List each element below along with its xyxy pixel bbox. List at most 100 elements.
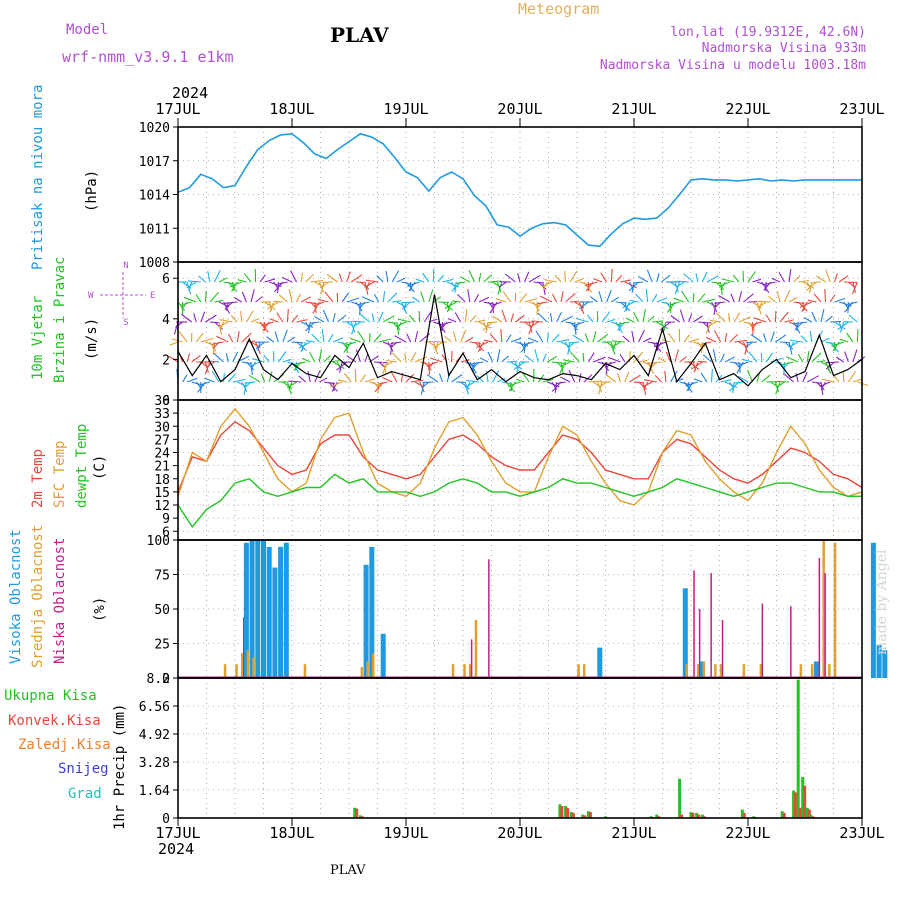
wind-barb bbox=[673, 297, 685, 303]
wind-barb bbox=[474, 319, 486, 323]
wind-barb bbox=[811, 311, 817, 323]
wind-barb bbox=[216, 335, 229, 343]
wind-barb bbox=[761, 281, 770, 294]
wind-barb bbox=[782, 361, 794, 366]
wind-barb bbox=[542, 353, 547, 363]
wind-barb bbox=[516, 361, 521, 373]
wind-barb bbox=[713, 301, 717, 315]
wind-barb bbox=[683, 381, 693, 393]
wind-barb bbox=[286, 308, 289, 323]
wind-barb bbox=[831, 341, 844, 347]
model-elevation-label: Nadmorska Visina u modelu 1003.18m bbox=[600, 58, 866, 73]
precip-bar bbox=[803, 785, 807, 818]
wind-barb bbox=[528, 274, 541, 283]
cloud-bar bbox=[261, 540, 266, 678]
wind-barb bbox=[468, 269, 475, 283]
wind-barb bbox=[847, 370, 857, 383]
wind-speed-line bbox=[177, 294, 863, 387]
wind-barb bbox=[706, 321, 710, 333]
precip-bar bbox=[560, 806, 564, 818]
wind-barb bbox=[524, 341, 534, 345]
y-tick-label: 0 bbox=[162, 812, 170, 827]
y-tick-label: 1014 bbox=[139, 189, 170, 204]
wind-barb bbox=[396, 277, 406, 283]
wind-barb bbox=[848, 301, 858, 305]
wind-barb bbox=[456, 281, 466, 284]
wind-barb bbox=[783, 289, 791, 303]
cloud-bar bbox=[597, 647, 603, 678]
cloud-bar bbox=[818, 557, 821, 678]
wind-barb bbox=[738, 361, 741, 373]
wind-barb bbox=[467, 289, 471, 303]
wind-barb bbox=[714, 330, 722, 343]
precip-bar bbox=[798, 807, 802, 818]
wind-barb bbox=[616, 321, 630, 326]
cloud-bar bbox=[463, 664, 466, 678]
wind-barb bbox=[274, 331, 279, 343]
wind-barb bbox=[487, 351, 494, 363]
cloud-bar bbox=[583, 664, 586, 678]
wind-barb bbox=[209, 341, 217, 352]
wind-barb bbox=[433, 341, 443, 349]
sfc-temp-label: SFC Temp bbox=[52, 441, 68, 508]
wind-barb bbox=[315, 301, 325, 307]
wind-barb bbox=[720, 281, 726, 291]
wind-barb bbox=[288, 380, 302, 383]
y-tick-label: 1.64 bbox=[139, 784, 170, 799]
wind-barb bbox=[670, 301, 680, 306]
wind-barb bbox=[801, 301, 808, 312]
wind-barb bbox=[496, 377, 506, 383]
wind-barb bbox=[734, 339, 748, 343]
wind-barb bbox=[775, 381, 781, 395]
wind-barb bbox=[681, 290, 690, 303]
y-tick-label: 27 bbox=[154, 433, 170, 448]
wind-barb bbox=[231, 281, 238, 292]
wind-barb bbox=[358, 301, 370, 306]
precip-bar bbox=[796, 679, 800, 818]
wind-barb bbox=[415, 278, 425, 283]
wind-barb bbox=[477, 341, 485, 352]
credit-label: made by Angel bbox=[874, 549, 890, 655]
wind-barb bbox=[397, 318, 411, 323]
wind-barb bbox=[647, 315, 655, 323]
wind-barb bbox=[489, 333, 498, 343]
wind-barb bbox=[665, 351, 671, 363]
wind-barb bbox=[676, 281, 685, 288]
wind-barb bbox=[592, 331, 597, 343]
bottom-date-tick-label: 21JUL bbox=[611, 824, 656, 842]
wind-barb bbox=[702, 354, 712, 363]
wind-barb bbox=[619, 354, 626, 363]
wind-barb bbox=[564, 270, 567, 283]
wind-barb bbox=[839, 338, 849, 343]
wind-barb bbox=[583, 281, 593, 293]
wind-barb bbox=[391, 270, 400, 283]
precip-bar bbox=[657, 816, 661, 818]
wind-barb bbox=[688, 313, 693, 323]
wind-barb bbox=[798, 279, 810, 283]
wind-barb bbox=[332, 337, 344, 343]
wind-barb bbox=[524, 298, 538, 303]
wind-barb bbox=[638, 330, 645, 343]
wind-barb bbox=[186, 281, 197, 289]
wind-barb bbox=[597, 381, 603, 395]
wind-barb bbox=[342, 320, 356, 323]
wind-barb bbox=[422, 272, 430, 283]
wind-barb bbox=[667, 332, 676, 343]
wind-barb bbox=[506, 360, 518, 363]
station-title: PLAV bbox=[330, 23, 389, 47]
wind-barb bbox=[601, 361, 610, 372]
wind-barb bbox=[565, 341, 571, 353]
cloud-bar bbox=[693, 570, 695, 678]
wind-barb bbox=[522, 372, 530, 383]
cloud-bar bbox=[828, 664, 831, 678]
wind-barb bbox=[697, 293, 706, 303]
wind-barb bbox=[483, 339, 493, 343]
wind-barb bbox=[517, 273, 521, 283]
wind-barb bbox=[214, 299, 224, 303]
wind-barb bbox=[685, 381, 699, 387]
precip-bar bbox=[689, 812, 693, 818]
wind-barb bbox=[350, 321, 356, 333]
y-tick-label: 4 bbox=[162, 313, 170, 328]
precip-bar bbox=[581, 814, 585, 818]
